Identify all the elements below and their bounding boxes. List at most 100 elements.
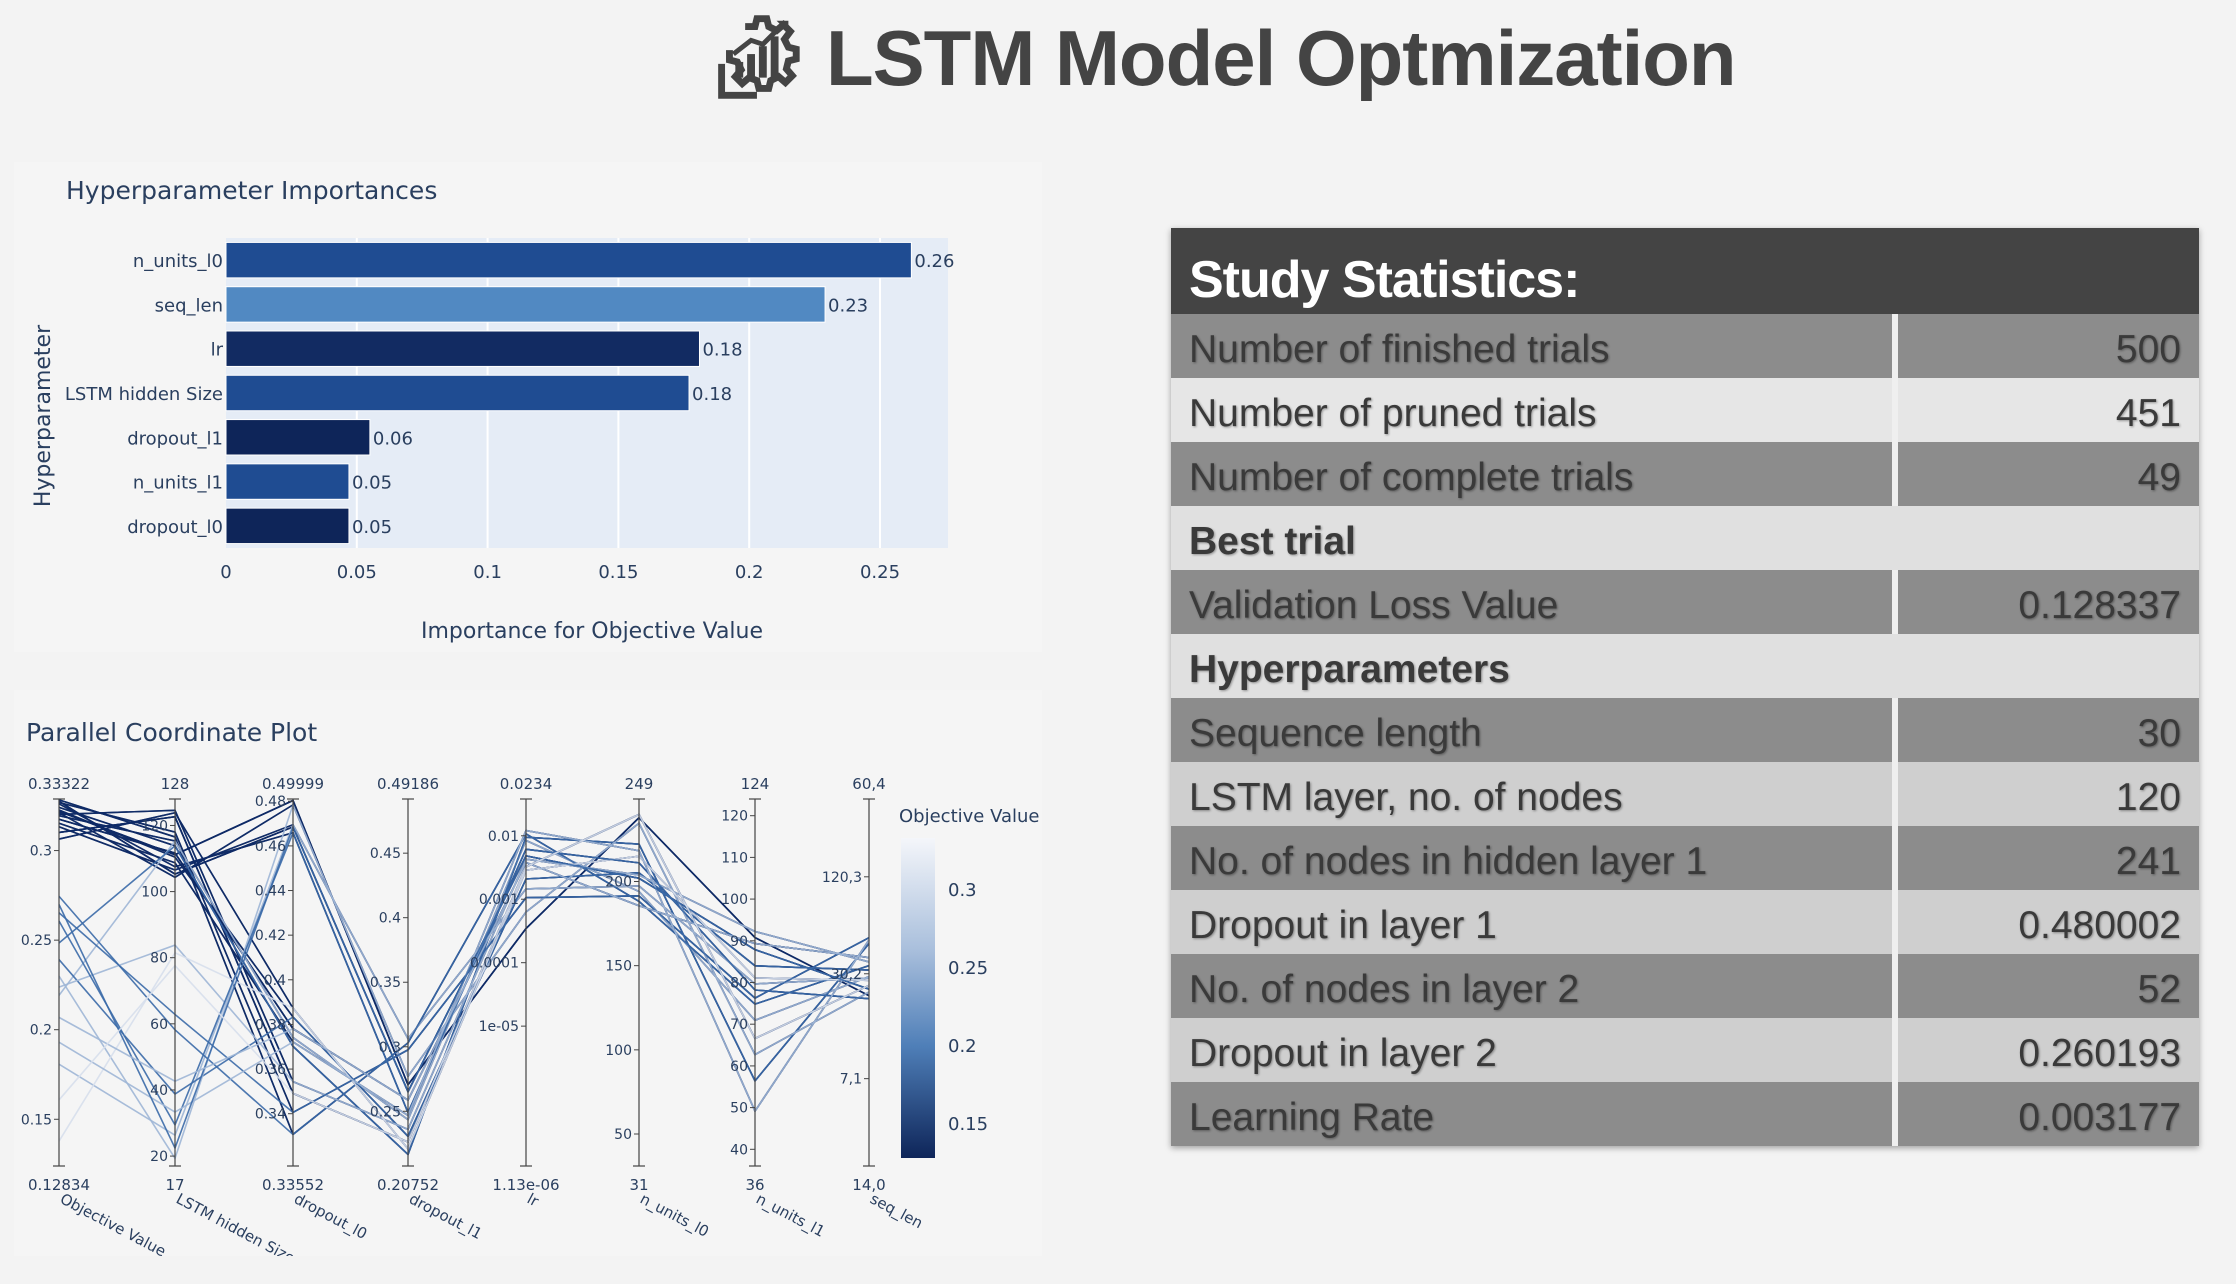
- stats-row-value: [1898, 506, 2199, 570]
- stats-row-divider: [1892, 762, 1898, 826]
- parallel-axis-tick-label: 0.36: [255, 1062, 286, 1078]
- parallel-axis-tick-label: 100: [141, 885, 168, 901]
- importance-x-tick-label: 0: [220, 562, 231, 583]
- stats-row: Sequence length 30: [1171, 698, 2199, 762]
- importance-bar: [225, 507, 350, 545]
- parallel-trial-line: [58, 822, 870, 1137]
- parallel-axis-name: dropout_l0: [291, 1190, 370, 1244]
- parallel-axis-tick-label: 0.3: [379, 1040, 401, 1056]
- stats-row-divider: [1892, 1082, 1898, 1146]
- stats-row-value: 49: [2137, 456, 2181, 499]
- importance-bar: [225, 241, 912, 279]
- parallel-axis-tick-label: 0.4: [379, 911, 401, 927]
- stats-row-value: 451: [2115, 392, 2181, 435]
- parallel-axis-tick-label: 0.38: [255, 1017, 286, 1033]
- stats-row: No. of nodes in layer 2 52: [1171, 954, 2199, 1018]
- stats-row: Number of pruned trials 451: [1171, 378, 2199, 442]
- parallel-axis-name: dropout_l1: [406, 1190, 485, 1244]
- importance-x-tick-label: 0.15: [598, 562, 638, 583]
- parallel-axis-tick-label: 0.42: [255, 928, 286, 944]
- importance-value-label: 0.06: [373, 428, 413, 449]
- stats-row: Learning Rate 0.003177: [1171, 1082, 2199, 1146]
- parallel-axis-name: n_units_l1: [753, 1190, 828, 1242]
- parallel-axis-tick-label: 60: [150, 1017, 168, 1033]
- parallel-axis-bottom-label: 36: [745, 1176, 764, 1194]
- parallel-axis-bottom-label: 31: [629, 1176, 648, 1194]
- parallel-axis-tick-label: 1e-05: [479, 1019, 519, 1035]
- parallel-axis-bottom-label: 14,0: [852, 1176, 885, 1194]
- stats-row-divider: [1892, 570, 1898, 634]
- stats-row-divider: [1892, 314, 1898, 378]
- importance-value-label: 0.05: [352, 473, 392, 494]
- parallel-axis-bottom-label: 0.12834: [28, 1176, 90, 1194]
- stats-row-value: 30: [2137, 712, 2181, 755]
- stats-row-label: Number of pruned trials: [1189, 392, 1597, 435]
- importance-x-axis-label: Importance for Objective Value: [421, 619, 763, 644]
- importance-bar: [225, 463, 350, 500]
- stats-row-label: Number of complete trials: [1189, 456, 1634, 499]
- header-inner: LSTM Model Optmization: [700, 8, 1737, 108]
- stats-row-label: No. of nodes in layer 2: [1189, 968, 1580, 1011]
- parallel-axis-tick-label: 0.01: [488, 829, 519, 845]
- study-statistics-table: Study Statistics: Number of finished tri…: [1171, 228, 2199, 1146]
- importance-value-label: 0.23: [828, 295, 868, 316]
- importance-x-tick-label: 0.05: [337, 562, 377, 583]
- importance-chart-title: Hyperparameter Importances: [66, 176, 438, 205]
- stats-row-label: Sequence length: [1189, 712, 1482, 755]
- colorbar-tick-label: 0.2: [948, 1036, 977, 1057]
- stats-row-divider: [1892, 698, 1898, 762]
- parallel-axis-tick-label: 120: [141, 818, 168, 834]
- importance-bar: [225, 330, 700, 367]
- stats-row-divider: [1892, 954, 1898, 1018]
- stats-row-value: 0.480002: [2018, 904, 2181, 947]
- parallel-axis-tick-label: 110: [721, 850, 748, 866]
- parallel-chart-title: Parallel Coordinate Plot: [26, 718, 318, 747]
- stats-row-label: Dropout in layer 2: [1189, 1032, 1497, 1075]
- importance-category-label: lr: [211, 340, 224, 361]
- parallel-axis-tick-label: 150: [605, 959, 632, 975]
- parallel-axis-tick-label: 0.25: [21, 933, 52, 949]
- parallel-axis-tick-label: 0.001: [479, 892, 519, 908]
- parallel-trial-line: [58, 832, 870, 1136]
- parallel-trial-line: [58, 813, 870, 1143]
- parallel-axis-tick-label: 90: [730, 934, 748, 950]
- stats-row-value: 120: [2115, 776, 2181, 819]
- stats-row-label: Number of finished trials: [1189, 328, 1610, 371]
- importance-category-label: n_units_l0: [133, 251, 223, 272]
- importance-category-label: seq_len: [155, 295, 223, 316]
- importance-y-axis-label: Hyperparameter: [31, 324, 56, 507]
- stats-row-label: Learning Rate: [1189, 1096, 1435, 1139]
- parallel-coordinate-chart: 0.33322 0.12834 0.3 0.25 0.2 0.15 Objective Va…: [21, 775, 1040, 1267]
- parallel-axis-top-label: 60,4: [852, 775, 885, 793]
- parallel-axis-tick-label: 100: [721, 892, 748, 908]
- parallel-axis-tick-label: 0.15: [21, 1112, 52, 1128]
- stats-row-value: 52: [2137, 968, 2181, 1011]
- parallel-axis-top-label: 124: [741, 775, 770, 793]
- colorbar-tick-label: 0.3: [948, 880, 977, 901]
- parallel-trial-line: [58, 855, 870, 1151]
- stats-row-label: Dropout in layer 1: [1189, 904, 1497, 947]
- parallel-axis-tick-label: 50: [614, 1127, 632, 1143]
- importance-x-tick-label: 0.2: [735, 562, 764, 583]
- parallel-axis-top-label: 0.49999: [262, 775, 324, 793]
- gear-chart-icon: [718, 15, 800, 99]
- parallel-axis-top-label: 0.0234: [500, 775, 553, 793]
- stats-row: Best trial: [1171, 506, 2199, 570]
- parallel-axis-bottom-label: 0.20752: [377, 1176, 439, 1194]
- parallel-axis-name: LSTM hidden Size: [173, 1190, 298, 1256]
- parallel-axis-name: Objective Value: [57, 1190, 169, 1256]
- parallel-axis-tick-label: 0.44: [255, 884, 286, 900]
- parallel-axis-tick-label: 80: [730, 976, 748, 992]
- parallel-axis-tick-label: 0.4: [264, 973, 286, 989]
- importance-value-labels: 0.26 0.23 0.18 0.18 0.06 0.05 0.05: [352, 251, 955, 538]
- parallel-axis-tick-label: 100: [605, 1043, 632, 1059]
- parallel-axis-tick-label: 7,1: [840, 1072, 862, 1088]
- study-statistics-rows: Number of finished trials 500 Number of pr…: [1171, 314, 2199, 1146]
- stats-row: Dropout in layer 2 0.260193: [1171, 1018, 2199, 1082]
- stats-row: Hyperparameters: [1171, 634, 2199, 698]
- parallel-axis-tick-label: 30,2: [831, 967, 862, 983]
- parallel-axis-tick-label: 40: [730, 1142, 748, 1158]
- parallel-axis-tick-label: 20: [150, 1149, 168, 1165]
